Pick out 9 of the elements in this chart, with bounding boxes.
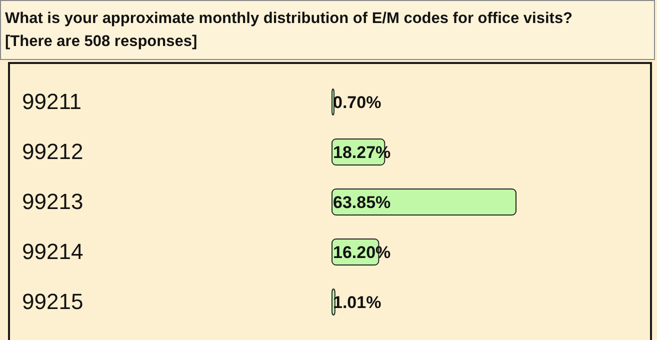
y-tick-label: 99214 <box>22 239 84 264</box>
y-tick-label: 99215 <box>22 289 84 314</box>
bar <box>332 188 516 216</box>
y-tick-label: 99212 <box>22 139 84 164</box>
y-tick-label: 99213 <box>22 189 84 214</box>
text: [There are 508 responses] <box>5 32 198 52</box>
chart-title: What is your approximate monthly distribution of E/M codes for office visits? <box>5 9 574 29</box>
data-label: 63.85% <box>333 193 391 212</box>
y-tick-label: 99211 <box>22 89 82 114</box>
